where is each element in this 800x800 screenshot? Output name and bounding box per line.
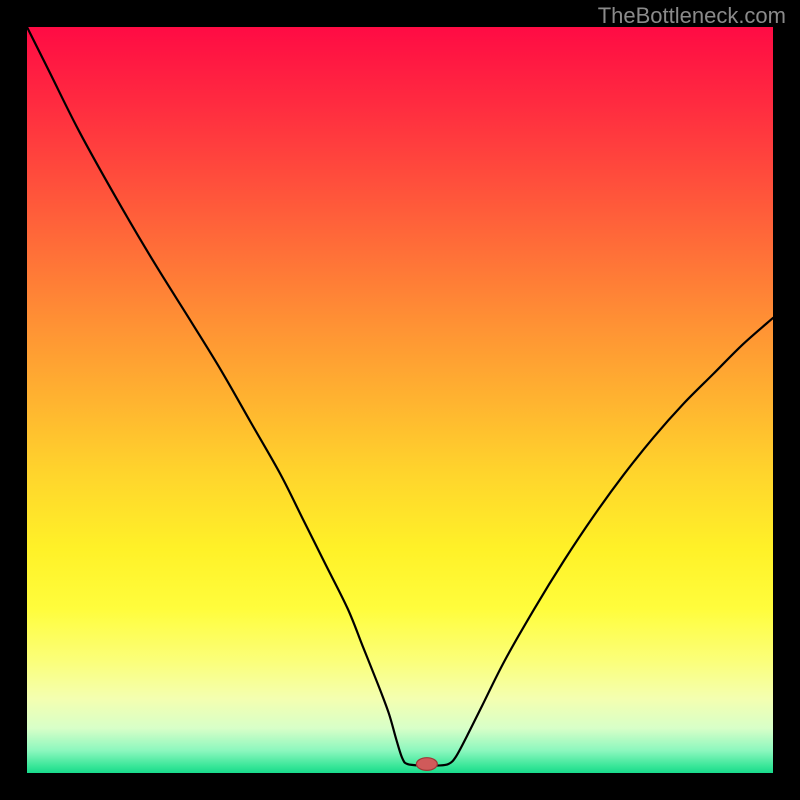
- attribution-label: TheBottleneck.com: [598, 3, 786, 29]
- optimal-point-marker: [416, 758, 437, 771]
- chart-curve-layer: [27, 27, 773, 773]
- bottleneck-chart: [27, 27, 773, 773]
- bottleneck-curve-path: [27, 27, 773, 766]
